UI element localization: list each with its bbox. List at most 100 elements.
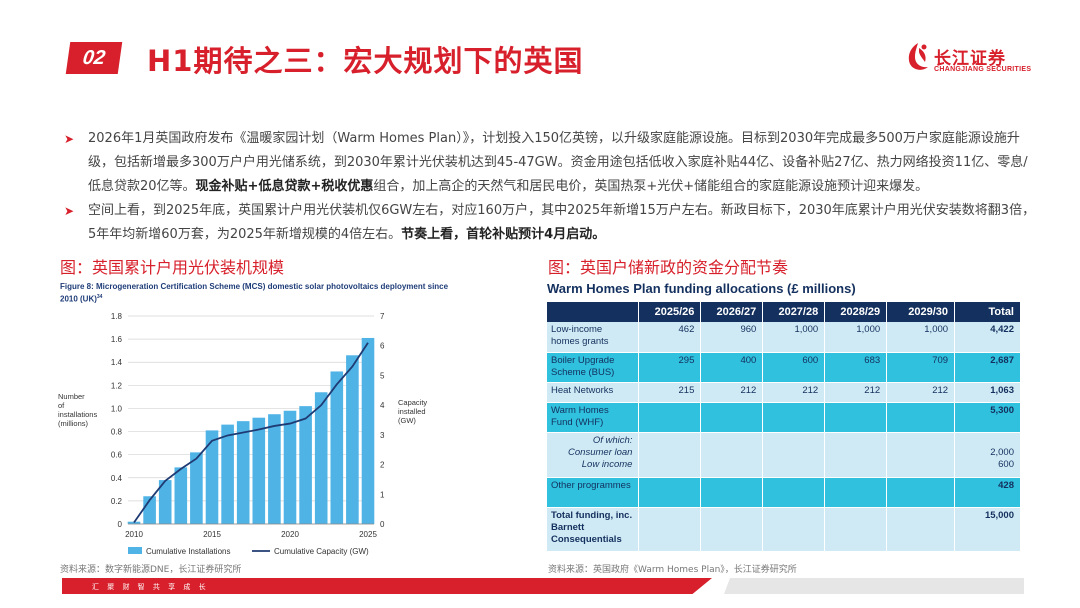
table-cell <box>886 432 956 478</box>
solar-deployment-chart: 0 0.2 0.4 0.6 0.8 1.0 1.2 1.4 1.6 1.8 0 1 2 3 4 5 6 7 2010… <box>58 312 427 556</box>
installations-bar <box>158 480 172 524</box>
footer-grey-band <box>724 578 1024 594</box>
consumer-loan-label: Consumer loan <box>568 446 633 458</box>
installations-bar <box>252 417 266 524</box>
table-cell: 462 <box>638 322 702 353</box>
row-total: 4,422 <box>954 322 1021 353</box>
chart-footnote-ref: 34 <box>96 294 103 300</box>
table-cell: 1,000 <box>824 322 888 353</box>
table-cell <box>700 402 764 433</box>
row-total: 5,300 <box>954 402 1021 433</box>
chart-figure-title: Figure 8: Microgeneration Certification … <box>60 281 450 305</box>
of-which-label: Of which: <box>592 434 633 446</box>
table-cell <box>700 507 764 552</box>
section-number: 02 <box>81 46 107 69</box>
footer-slogan: 汇 聚 财 智 共 享 成 长 <box>92 583 209 591</box>
logo-text-en: CHANGJIANG SECURITIES <box>934 66 1032 73</box>
y-tick-label: 1.2 <box>111 381 123 390</box>
installations-bar <box>190 452 203 524</box>
installations-bar <box>221 424 234 524</box>
bullet-text-tail: 组合，加上高企的天然气和居民电价，英国热泵+光伏+储能组合的家庭能源设施预计迎来… <box>373 179 929 194</box>
table-row: Boiler Upgrade Scheme (BUS) 295 400 600 … <box>547 352 1021 383</box>
y-tick-label: 0.8 <box>111 428 123 437</box>
y2-tick-label: 6 <box>380 342 385 351</box>
right-figure-caption: 图：英国户储新政的资金分配节奏 <box>548 258 789 277</box>
bullet-list: ➤ 2026年1月英国政府发布《温暖家园计划（Warm Homes Plan）》… <box>64 127 1040 247</box>
x-tick-label: 2020 <box>281 530 299 539</box>
chart-figure-title-text: Figure 8: Microgeneration Certification … <box>60 282 449 304</box>
y-axis-label: Number of installations (millions) <box>58 392 97 428</box>
table-row: Low-income homes grants 462 960 1,000 1,… <box>547 322 1021 353</box>
row-label-sub: Of which: Consumer loan Low income <box>547 432 640 478</box>
bullet-bold-text: 现金补贴+低息贷款+税收优惠 <box>195 179 374 194</box>
y2-tick-label: 0 <box>380 520 385 529</box>
column-header: 2029/30 <box>886 302 956 322</box>
x-tick-label: 2010 <box>125 530 143 539</box>
table-row: Of which: Consumer loan Low income 2,000 60… <box>547 432 1021 478</box>
table-row: Warm Homes Fund (WHF) 5,300 <box>547 402 1021 433</box>
y-tick-label: 0.4 <box>111 474 123 483</box>
table-cell: 212 <box>700 382 764 403</box>
y-tick-label: 0.6 <box>111 451 123 460</box>
table-cell: 212 <box>886 382 956 403</box>
table-cell <box>762 402 826 433</box>
table-cell <box>638 402 702 433</box>
table-row: Other programmes 428 <box>547 477 1021 508</box>
installations-bar <box>174 467 188 524</box>
installations-bar <box>299 406 312 524</box>
table-header-row: 2025/26 2026/27 2027/28 2028/29 2029/30 … <box>547 302 1021 322</box>
column-header: 2026/27 <box>700 302 764 322</box>
row-label: Other programmes <box>547 477 640 508</box>
table-cell: 1,000 <box>886 322 956 353</box>
installations-bar <box>330 371 344 524</box>
table-cell <box>700 477 764 508</box>
x-tick-label: 2025 <box>359 530 377 539</box>
funding-table: 2025/26 2026/27 2027/28 2028/29 2029/30 … <box>547 302 1021 552</box>
installations-bar <box>236 421 250 524</box>
low-income-total: 600 <box>998 458 1014 470</box>
row-total: 2,687 <box>954 352 1021 383</box>
y-tick-label: 1.6 <box>111 335 123 344</box>
table-cell: 960 <box>700 322 764 353</box>
x-tick-label: 2015 <box>203 530 221 539</box>
table-cell <box>886 402 956 433</box>
row-label: Low-income homes grants <box>547 322 640 353</box>
table-cell <box>638 432 702 478</box>
row-total: 15,000 <box>954 507 1021 552</box>
column-header: 2025/26 <box>638 302 702 322</box>
table-cell <box>762 477 826 508</box>
table-cell <box>638 507 702 552</box>
table-cell <box>762 432 826 478</box>
arrow-bullet-icon: ➤ <box>64 132 75 146</box>
column-header: 2027/28 <box>762 302 826 322</box>
bullet-bold-text: 节奏上看，首轮补贴预计4月启动。 <box>401 227 606 242</box>
y2-tick-label: 3 <box>380 431 385 440</box>
row-total: 1,063 <box>954 382 1021 403</box>
installations-bar <box>268 414 281 524</box>
y2-tick-label: 5 <box>380 371 385 380</box>
row-label: Total funding, inc. Barnett Consequentia… <box>547 507 640 552</box>
table-cell: 1,000 <box>762 322 826 353</box>
table-cell: 709 <box>886 352 956 383</box>
table-cell <box>824 402 888 433</box>
logo-mark-icon <box>908 43 928 70</box>
footer-red-band <box>62 578 712 594</box>
table-cell: 400 <box>700 352 764 383</box>
y2-tick-label: 1 <box>380 490 385 499</box>
y-tick-label: 1.0 <box>111 404 123 413</box>
y-tick-label: 1.4 <box>111 358 123 367</box>
y2-tick-label: 4 <box>380 401 385 410</box>
installations-bar <box>314 392 328 524</box>
installations-bar <box>361 337 375 524</box>
row-label: Warm Homes Fund (WHF) <box>547 402 640 433</box>
table-cell <box>824 432 888 478</box>
table-cell <box>886 477 956 508</box>
installations-bar <box>205 430 219 524</box>
left-source-note: 资料来源：数字新能源DNE，长江证券研究所 <box>60 565 242 575</box>
footer-bar <box>62 578 1024 594</box>
y-tick-label: 0.2 <box>111 497 123 506</box>
company-logo: 长江证券 CHANGJIANG SECURITIES <box>904 42 1034 82</box>
bullet-text: 2026年1月英国政府发布《温暖家园计划（Warm Homes Plan）》，计… <box>88 131 1028 194</box>
table-cell <box>700 432 764 478</box>
row-label: Boiler Upgrade Scheme (BUS) <box>547 352 640 383</box>
